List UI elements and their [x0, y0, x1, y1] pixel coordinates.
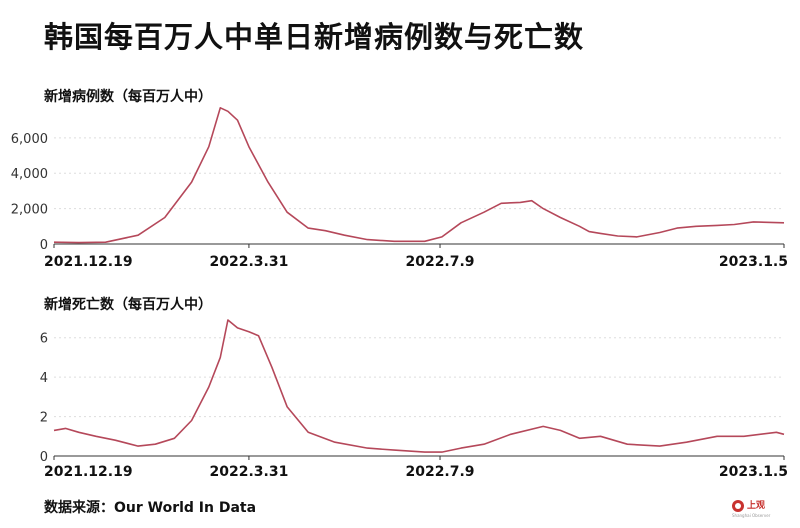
- deaths-chart-title: 新增死亡数（每百万人中）: [44, 297, 212, 313]
- y-tick-label: 0: [40, 238, 48, 253]
- y-tick-label: 2,000: [11, 203, 48, 218]
- x-tick-label: 2021.12.19: [44, 254, 133, 270]
- page-title: 韩国每百万人中单日新增病例数与死亡数: [44, 20, 585, 54]
- y-tick-label: 6: [40, 332, 48, 347]
- x-tick-label: 2021.12.19: [44, 464, 133, 480]
- logo-icon: [732, 500, 744, 512]
- x-tick-label: 2023.1.5: [719, 254, 788, 270]
- brand-logo: 上观 Shanghai Observer: [732, 498, 772, 522]
- cases-chart-title: 新增病例数（每百万人中）: [44, 89, 212, 105]
- deaths-chart: 0 2 4 6 2021.12.19 2022.3.31 2022.7.9 2023.1.5: [40, 319, 788, 480]
- logo-text: 上观: [747, 501, 766, 511]
- x-tick-label: 2022.3.31: [210, 464, 289, 480]
- data-source: 数据来源：Our World In Data: [44, 500, 257, 516]
- x-tick-label: 2022.7.9: [405, 254, 474, 270]
- x-tick-label: 2023.1.5: [719, 464, 788, 480]
- series-line: [53, 319, 785, 453]
- y-tick-label: 6,000: [11, 132, 48, 147]
- y-tick-label: 0: [40, 450, 48, 465]
- logo-subtext: Shanghai Observer: [732, 513, 771, 518]
- y-tick-label: 4,000: [11, 167, 48, 182]
- x-tick-label: 2022.7.9: [405, 464, 474, 480]
- cases-chart: 0 2,000 4,000 6,000 2021.12.19 2022.3.31 2022.…: [11, 107, 788, 270]
- series-line: [53, 107, 785, 244]
- y-tick-label: 2: [40, 411, 48, 426]
- x-tick-label: 2022.3.31: [210, 254, 289, 270]
- y-tick-label: 4: [40, 371, 48, 386]
